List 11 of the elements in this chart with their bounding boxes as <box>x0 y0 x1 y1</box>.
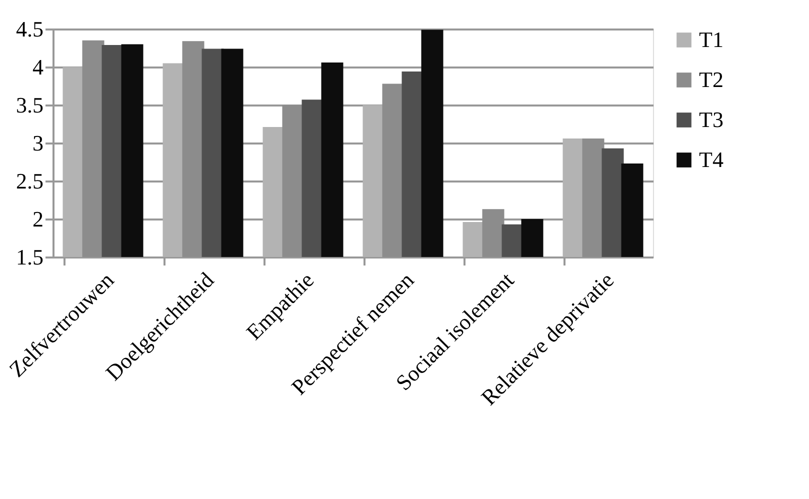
legend-label: T3 <box>699 107 724 132</box>
legend-label: T2 <box>699 67 724 92</box>
y-tick-label: 3 <box>32 130 44 156</box>
y-tick-label: 1.5 <box>16 244 44 270</box>
legend-label: T1 <box>699 27 724 52</box>
y-tick-label: 2 <box>32 206 44 232</box>
y-tick-label: 3.5 <box>16 92 44 118</box>
y-tick-label: 2.5 <box>16 168 44 194</box>
y-tick-label: 4.5 <box>16 16 44 42</box>
legend-label: T4 <box>699 147 724 172</box>
y-tick-label: 4 <box>32 54 44 80</box>
